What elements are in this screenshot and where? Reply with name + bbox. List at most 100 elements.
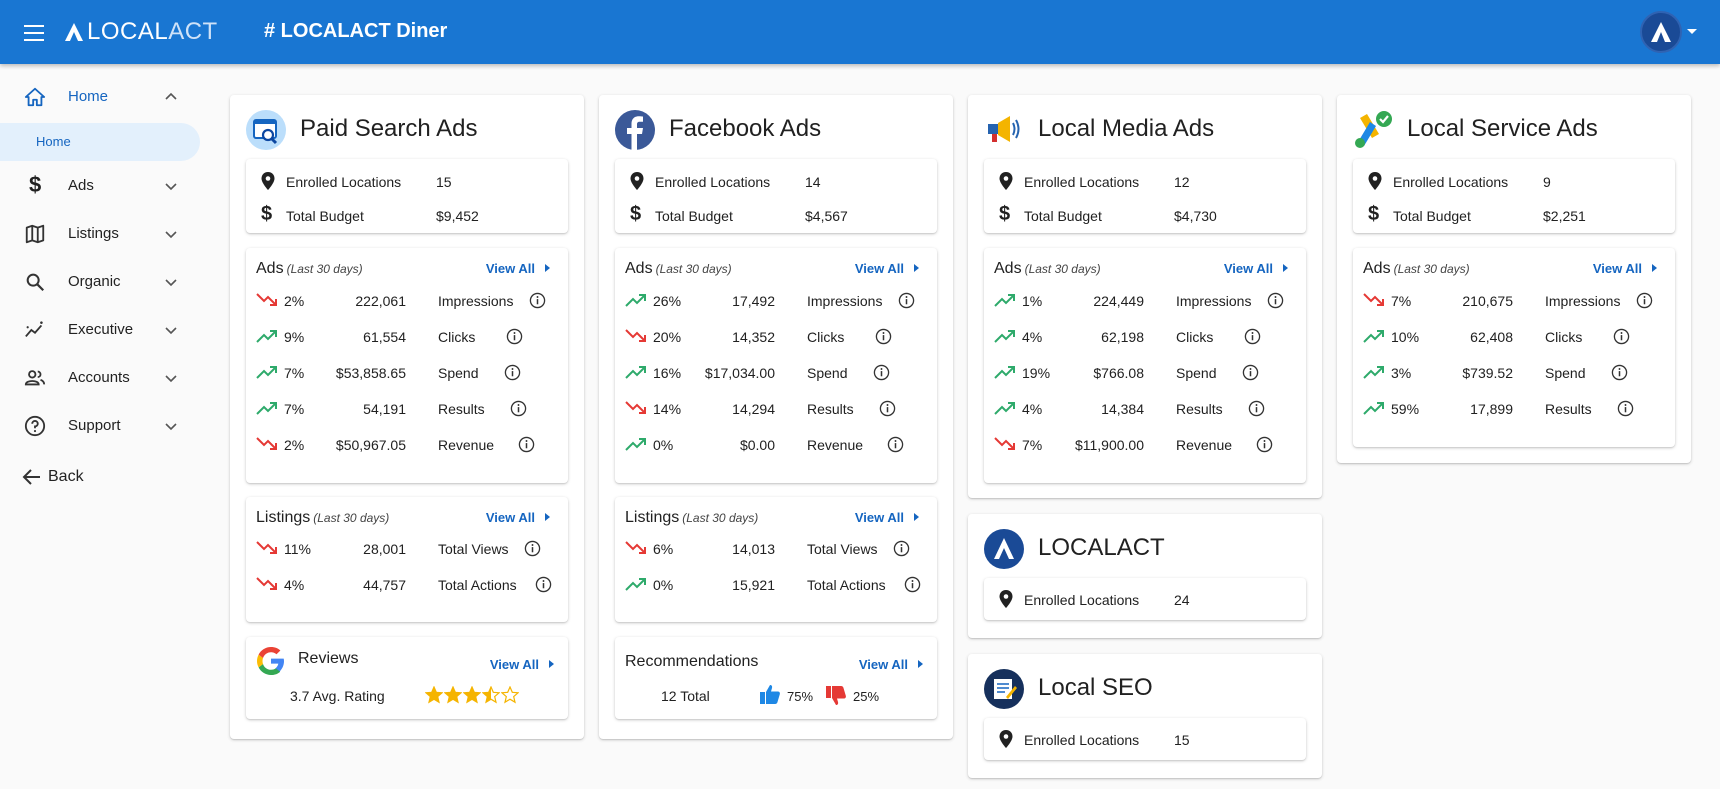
metric-name: Clicks [438, 329, 476, 345]
listings-panel: Listings (Last 30 days) View All 11% 28,00… [246, 497, 568, 622]
info-icon[interactable] [1248, 400, 1265, 417]
recommendations-total: 12 Total [661, 688, 710, 704]
people-icon [24, 370, 46, 386]
metric-row: 19% $766.08 Spend [984, 361, 1306, 385]
info-icon[interactable] [893, 540, 910, 557]
sidebar-item-label: Listings [68, 224, 119, 242]
enrolled-locations-row: Enrolled Locations 24 [984, 590, 1306, 610]
view-all-ads-link[interactable]: View All [1593, 261, 1657, 276]
chevron-up-icon[interactable] [164, 90, 178, 104]
thumbs-up-icon [760, 685, 780, 704]
enrolled-locations-row: Enrolled Locations 14 [615, 172, 937, 192]
metric-name: Results [438, 401, 485, 417]
metric-value: $17,034.00 [704, 365, 775, 381]
info-icon[interactable] [898, 292, 915, 309]
ads-panel: Ads (Last 30 days) View All 1% 224,449 Impr… [984, 248, 1306, 483]
metric-value: 14,384 [1101, 401, 1144, 417]
info-icon[interactable] [506, 328, 523, 345]
star-rating [424, 685, 520, 709]
location-pin-icon [630, 172, 644, 190]
info-icon[interactable] [1613, 328, 1630, 345]
dollar-icon: $ [29, 172, 42, 197]
localact-card: LOCALACT Enrolled Locations 24 [968, 514, 1322, 638]
trending-up-icon [994, 330, 1015, 343]
info-icon[interactable] [1611, 364, 1628, 381]
metric-value: 210,675 [1462, 293, 1513, 309]
chevron-down-icon[interactable] [164, 227, 178, 241]
info-icon[interactable] [1256, 436, 1273, 453]
location-pin-icon [999, 730, 1013, 748]
sidebar-subitem-label: Home [36, 134, 71, 149]
sidebar-item-accounts[interactable]: Accounts [0, 357, 200, 397]
menu-icon[interactable] [22, 20, 50, 44]
view-all-ads-link[interactable]: View All [1224, 261, 1288, 276]
localact-logo[interactable]: LOCAL ACT [64, 17, 218, 47]
enrolled-label: Enrolled Locations [286, 174, 402, 190]
listings-panel: Listings (Last 30 days) View All 6% 14,013… [615, 497, 937, 622]
sidebar-item-support[interactable]: Support [0, 405, 200, 445]
ads-heading: Ads (Last 30 days) [994, 260, 1101, 277]
info-icon[interactable] [1617, 400, 1634, 417]
sidebar-item-executive[interactable]: Executive [0, 309, 200, 349]
info-icon[interactable] [510, 400, 527, 417]
thumbs-down-icon [826, 686, 846, 705]
budget-label: Total Budget [655, 208, 733, 224]
recommendations-panel: Recommendations View All 12 Total 75% 25… [615, 637, 937, 719]
metric-value: 28,001 [363, 541, 406, 557]
info-icon[interactable] [875, 328, 892, 345]
info-icon[interactable] [518, 436, 535, 453]
view-all-recommendations-link[interactable]: View All [859, 657, 923, 672]
metric-name: Revenue [807, 437, 864, 453]
info-icon[interactable] [535, 576, 552, 593]
chevron-down-icon[interactable] [164, 323, 178, 337]
megaphone-icon [988, 116, 1020, 142]
metric-row: 3% $739.52 Spend [1353, 361, 1675, 385]
sidebar-item-organic[interactable]: Organic [0, 261, 200, 301]
account-menu-caret-icon[interactable] [1687, 29, 1697, 34]
metric-row: 7% $53,858.65 Spend [246, 361, 568, 385]
info-icon[interactable] [529, 292, 546, 309]
dollar-icon: $ [1368, 203, 1380, 225]
view-all-listings-link[interactable]: View All [486, 510, 550, 525]
metric-change: 20% [653, 329, 682, 345]
chevron-down-icon[interactable] [164, 419, 178, 433]
metric-change: 19% [1022, 365, 1051, 381]
trending-down-icon [256, 541, 277, 554]
info-icon[interactable] [887, 436, 904, 453]
user-avatar[interactable] [1640, 11, 1682, 53]
info-icon[interactable] [1242, 364, 1259, 381]
metric-name: Revenue [1176, 437, 1233, 453]
sidebar-item-home[interactable]: Home [0, 76, 200, 116]
sidebar-item-listings[interactable]: Listings [0, 213, 200, 253]
enrolled-locations-row: Enrolled Locations 12 [984, 172, 1306, 192]
info-icon[interactable] [879, 400, 896, 417]
avg-rating-text: 3.7 Avg. Rating [290, 688, 385, 704]
metric-row: 2% 222,061 Impressions [246, 289, 568, 313]
chevron-down-icon[interactable] [164, 371, 178, 385]
metric-name: Clicks [1545, 329, 1583, 345]
view-all-reviews-link[interactable]: View All [490, 657, 554, 672]
info-icon[interactable] [524, 540, 541, 557]
info-icon[interactable] [1636, 292, 1653, 309]
info-icon[interactable] [504, 364, 521, 381]
view-all-listings-link[interactable]: View All [855, 510, 919, 525]
info-icon[interactable] [873, 364, 890, 381]
metric-name: Total Actions [438, 577, 517, 593]
view-all-ads-link[interactable]: View All [486, 261, 550, 276]
view-all-ads-link[interactable]: View All [855, 261, 919, 276]
back-button[interactable]: Back [0, 457, 200, 497]
sidebar-subitem-home[interactable]: Home [0, 123, 200, 161]
sidebar-item-ads[interactable]: $ Ads [0, 165, 200, 205]
metric-name: Results [1176, 401, 1223, 417]
chevron-down-icon[interactable] [164, 275, 178, 289]
info-icon[interactable] [904, 576, 921, 593]
metric-row: 26% 17,492 Impressions [615, 289, 937, 313]
metric-value: 62,198 [1101, 329, 1144, 345]
metric-name: Total Actions [807, 577, 886, 593]
card-title: Facebook Ads [669, 115, 822, 142]
chevron-down-icon[interactable] [164, 179, 178, 193]
metric-row: 0% $0.00 Revenue [615, 433, 937, 457]
info-icon[interactable] [1267, 292, 1284, 309]
local-seo-card: Local SEO Enrolled Locations 15 [968, 654, 1322, 778]
info-icon[interactable] [1244, 328, 1261, 345]
